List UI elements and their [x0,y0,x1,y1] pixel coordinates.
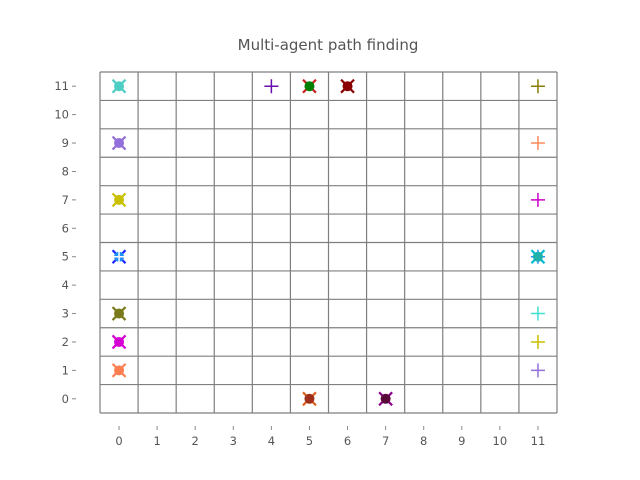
agent-dot [114,308,125,319]
y-tick-label: 10 [54,108,69,122]
agent-dot [304,393,315,404]
x-tick-label: 3 [230,434,237,448]
agent-dot [532,251,543,262]
agent-plus-marker [530,334,545,349]
y-tick-label: 0 [62,392,69,406]
x-tick-label: 4 [268,434,275,448]
y-tick-label: 11 [54,79,69,93]
x-tick-label: 7 [382,434,389,448]
grid [99,71,558,414]
y-tick-label: 8 [62,164,69,178]
agent-markers [111,78,546,407]
x-tick-label: 2 [192,434,199,448]
y-tick-label: 6 [62,221,69,235]
agent-dot [342,81,353,92]
x-tick-label: 10 [493,434,508,448]
x-tick-label: 6 [344,434,351,448]
agent-dot [114,365,125,376]
x-tick-label: 8 [420,434,427,448]
agent-plus-marker [530,363,545,378]
y-tick-label: 2 [62,335,69,349]
y-tick-label: 7 [62,193,69,207]
agent-dot [114,336,125,347]
agent-plus-marker [530,192,545,207]
agent-plus-marker [530,306,545,321]
y-tick-label: 4 [62,278,69,292]
agent-dot [380,393,391,404]
x-tick-label: 9 [458,434,465,448]
agent-dot [114,194,125,205]
x-tick-label: 0 [115,434,122,448]
x-tick-label: 1 [153,434,160,448]
y-tick-label: 3 [62,307,69,321]
agent-dot [304,81,315,92]
agent-plus-marker [530,79,545,94]
agent-dot [114,81,125,92]
x-tick-label: 5 [306,434,313,448]
x-tick-label: 11 [531,434,546,448]
y-tick-label: 5 [62,250,69,264]
agent-plus-marker [530,136,545,151]
agent-plus-marker [264,79,279,94]
agent-plus-marker [112,249,127,264]
y-tick-label: 9 [62,136,69,150]
x-axis-ticks: 0 1 2 3 4 5 6 7 8 9 10 11 [115,426,545,448]
y-axis-ticks: 0 1 2 3 4 5 6 7 8 9 10 11 [54,79,76,406]
chart-title: Multi-agent path finding [238,36,419,54]
agent-dot [114,138,125,149]
y-tick-label: 1 [62,363,69,377]
